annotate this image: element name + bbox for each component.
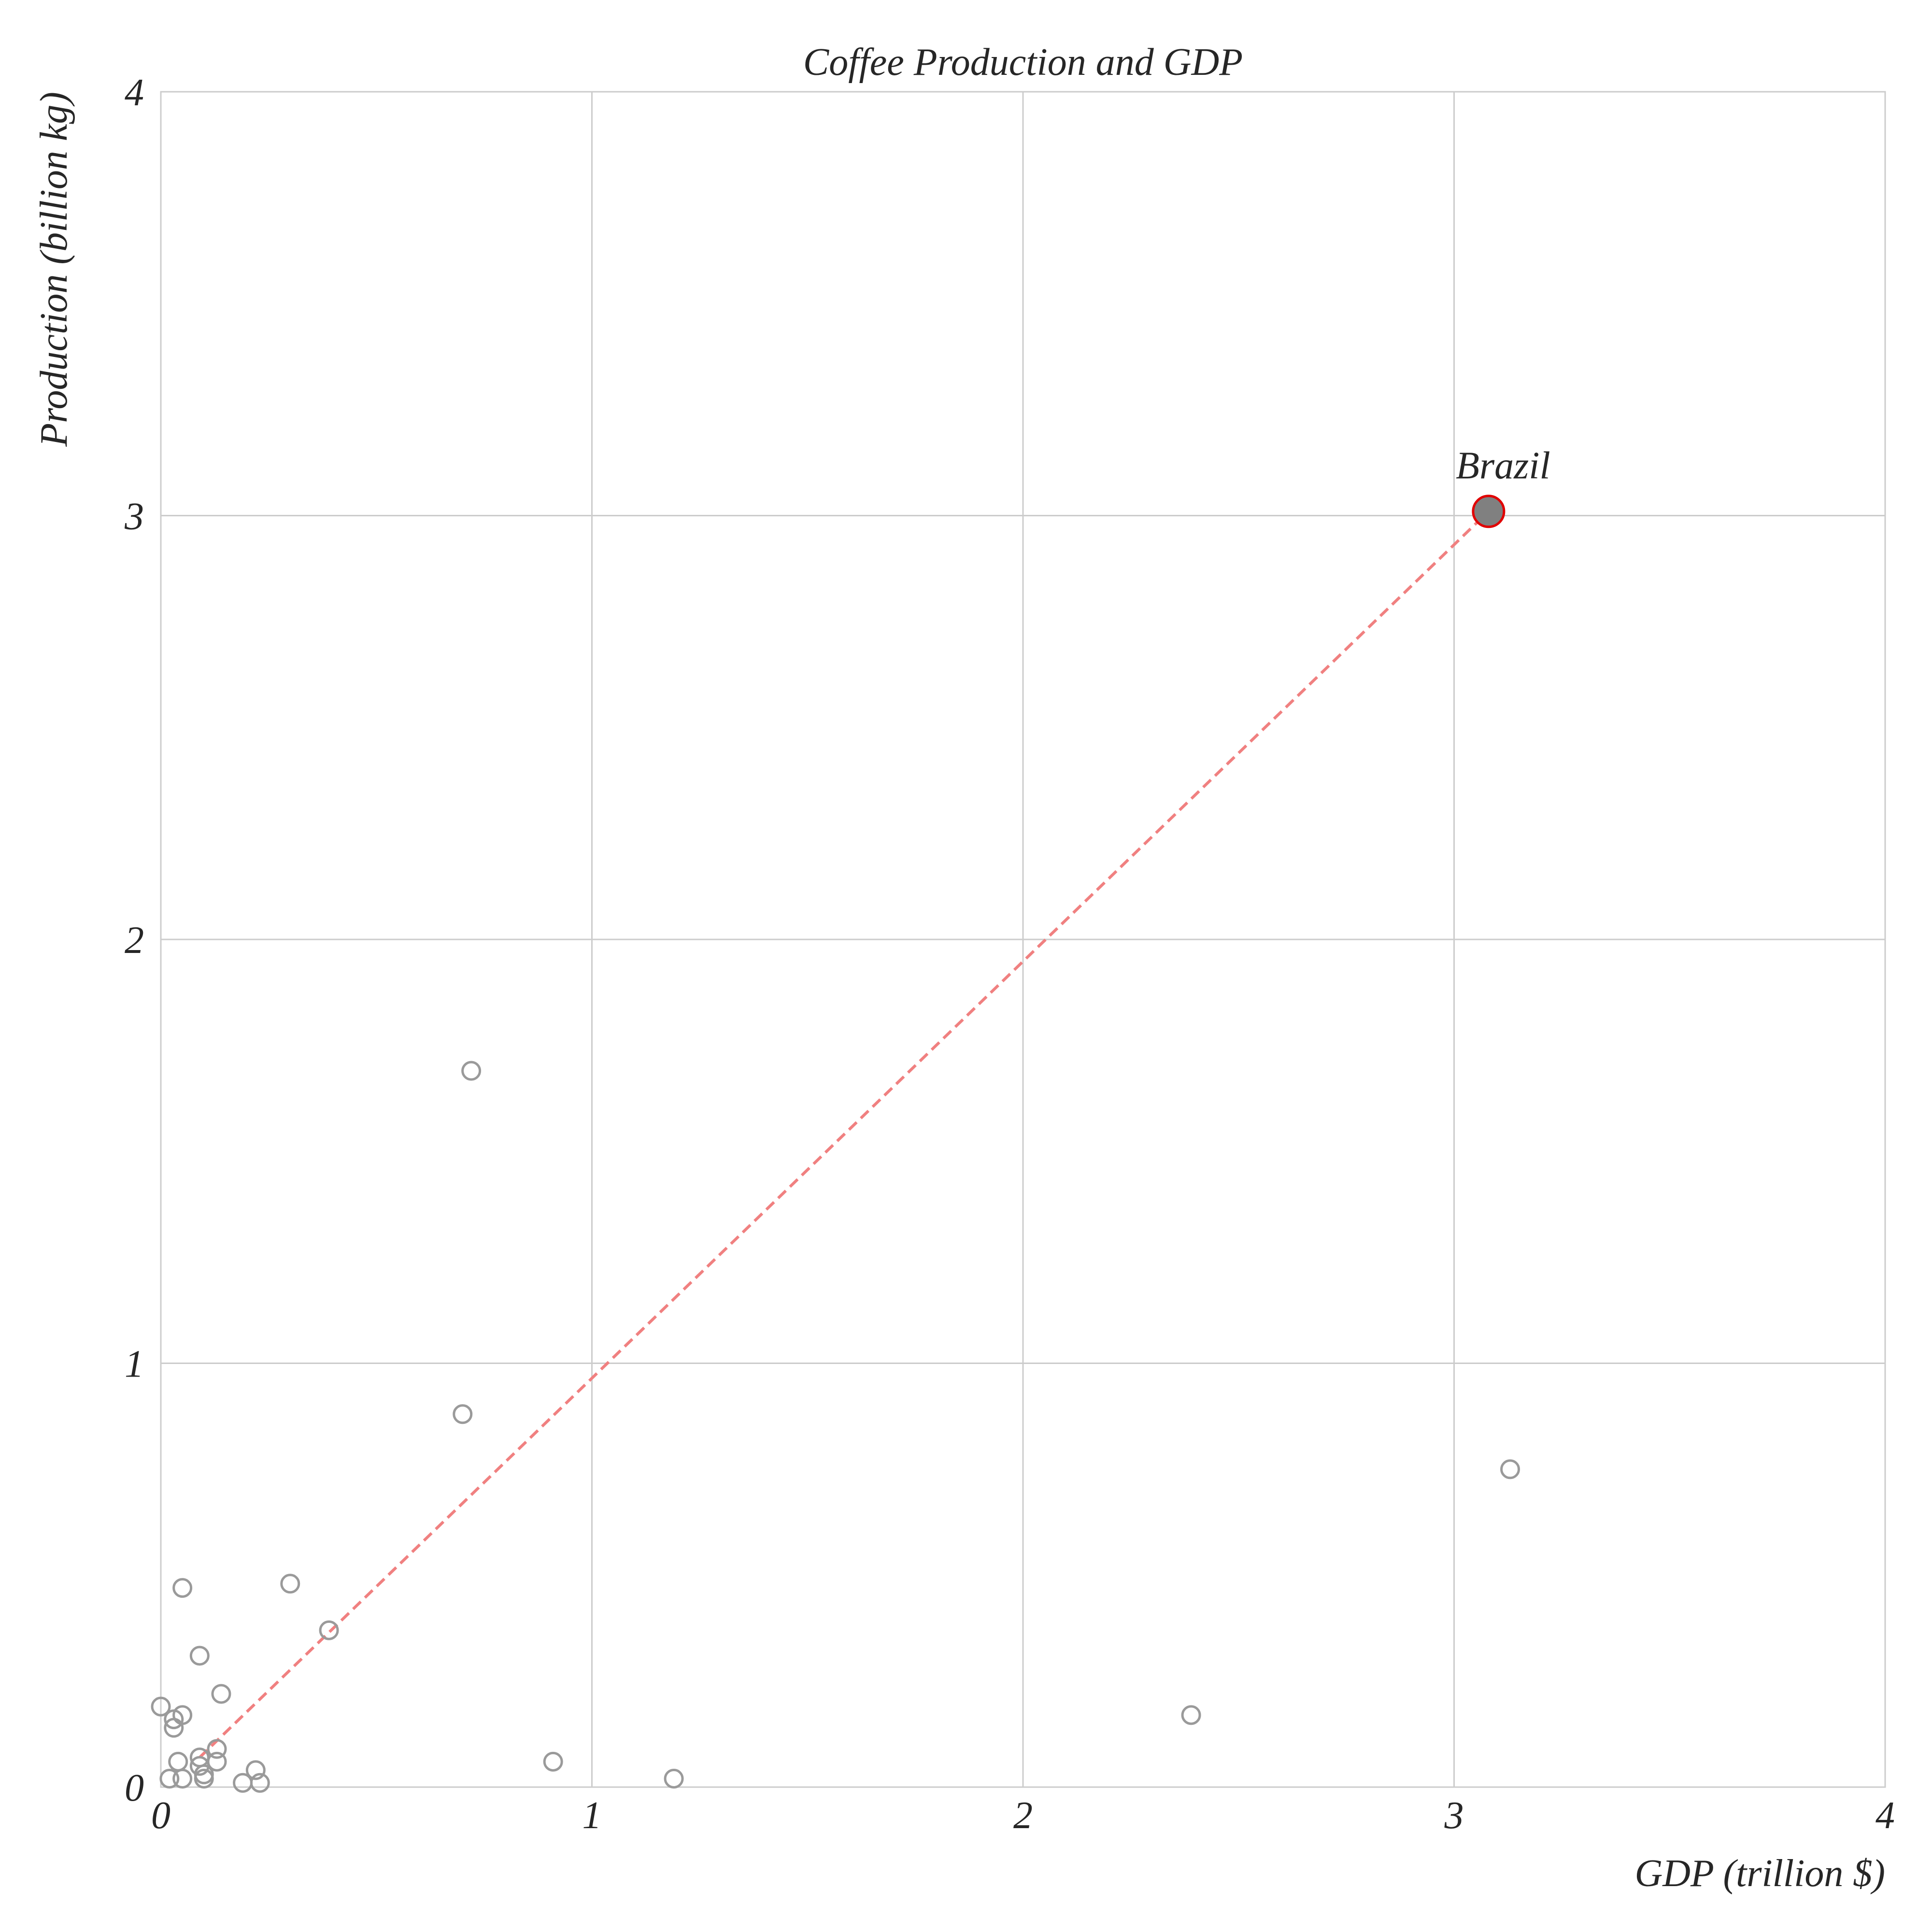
y-tick-label: 2 <box>125 919 144 962</box>
data-point <box>168 1751 188 1772</box>
chart-title: Coffee Production and GDP <box>803 41 1243 84</box>
data-point <box>250 1773 270 1793</box>
data-point <box>151 1696 171 1717</box>
y-tick-label: 0 <box>125 1767 144 1809</box>
data-point <box>319 1620 339 1640</box>
data-point <box>280 1574 300 1594</box>
data-point <box>164 1718 184 1738</box>
y-tick-label: 3 <box>124 496 144 538</box>
x-tick-label: 2 <box>1013 1794 1033 1837</box>
data-point <box>543 1751 563 1772</box>
data-point <box>172 1768 193 1789</box>
data-point <box>172 1578 193 1598</box>
data-point <box>453 1404 473 1424</box>
trend-line <box>199 510 1490 1759</box>
data-point <box>233 1773 253 1793</box>
data-point <box>664 1768 684 1789</box>
x-tick-label: 3 <box>1444 1794 1464 1837</box>
grid-lines <box>160 91 1886 1788</box>
data-point <box>207 1739 227 1759</box>
y-tick-label: 4 <box>125 71 144 114</box>
x-axis-ticks: 0 1 2 3 4 <box>151 1794 1895 1837</box>
x-tick-label: 4 <box>1875 1794 1895 1837</box>
data-point <box>1500 1459 1520 1479</box>
data-point <box>194 1768 214 1789</box>
highlight-point-brazil <box>1472 495 1506 528</box>
data-point <box>211 1684 231 1704</box>
y-axis-label: Production (billion kg) <box>33 92 75 447</box>
data-points <box>151 1061 1520 1793</box>
data-point <box>245 1760 266 1780</box>
x-tick-label: 0 <box>151 1794 170 1837</box>
highlight-label: Brazil <box>1456 445 1550 487</box>
data-point <box>1181 1705 1201 1725</box>
x-axis-label: GDP (trillion $) <box>1634 1852 1885 1895</box>
data-point <box>461 1061 482 1081</box>
data-point <box>159 1768 180 1789</box>
data-point <box>164 1709 184 1730</box>
y-axis-ticks: 0 1 2 3 4 <box>124 71 144 1809</box>
plot-frame <box>160 91 1886 1788</box>
y-tick-label: 1 <box>125 1343 144 1386</box>
data-point <box>189 1646 210 1666</box>
x-tick-label: 1 <box>582 1794 602 1837</box>
